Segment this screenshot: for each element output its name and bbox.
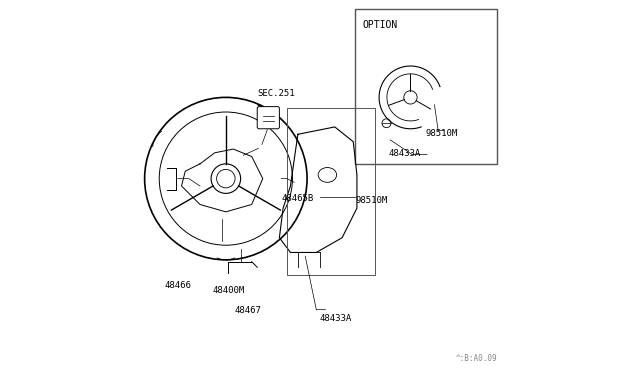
Text: ^:B:A0.09: ^:B:A0.09 [456,354,497,363]
Text: SEC.251: SEC.251 [257,89,294,97]
FancyBboxPatch shape [257,107,280,129]
Text: 48433A: 48433A [388,149,420,158]
Text: 48400M: 48400M [213,286,245,295]
Text: OPTION: OPTION [362,20,397,30]
Text: 48466: 48466 [165,280,192,289]
Text: 48467: 48467 [234,307,261,315]
Text: 98510M: 98510M [425,129,458,138]
Bar [287,109,376,275]
Text: 48465B: 48465B [281,194,314,203]
Text: 98510M: 98510M [355,196,387,205]
Bar [355,9,497,164]
Text: 48433A: 48433A [320,314,352,323]
